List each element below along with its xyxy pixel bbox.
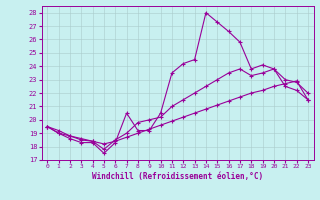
X-axis label: Windchill (Refroidissement éolien,°C): Windchill (Refroidissement éolien,°C) — [92, 172, 263, 181]
